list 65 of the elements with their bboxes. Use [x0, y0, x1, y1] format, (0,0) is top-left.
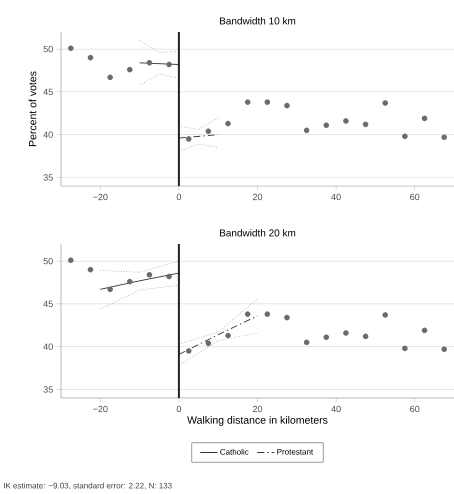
y-tick-label: 35: [43, 174, 53, 181]
point: [68, 257, 74, 264]
point: [422, 116, 428, 122]
point: [126, 278, 132, 284]
point: [362, 334, 368, 340]
point: [186, 348, 192, 354]
point: [284, 102, 290, 108]
point: [402, 134, 408, 140]
y-tick-label: 40: [43, 131, 53, 138]
point: [244, 311, 250, 317]
x-tick-label: 0: [176, 406, 181, 412]
point: [382, 312, 388, 318]
point: [343, 118, 349, 124]
y-tick-label: 45: [43, 88, 53, 96]
y-tick-label: 50: [43, 46, 53, 52]
x-tick-label: 60: [410, 406, 420, 412]
x-tick-label: 0: [176, 194, 181, 200]
y-tick-label: 50: [43, 258, 53, 264]
point: [146, 60, 152, 66]
point: [323, 334, 329, 340]
chart-title: Bandwidth 20 km: [220, 229, 296, 236]
y-tick-label: 35: [43, 386, 53, 393]
point: [126, 66, 132, 72]
chart-title: Bandwidth 10 km: [220, 17, 296, 24]
point: [225, 120, 231, 126]
point: [422, 328, 428, 334]
legend-label: Protestant: [277, 449, 314, 455]
point: [166, 62, 172, 68]
point: [441, 134, 447, 140]
point: [107, 74, 113, 80]
point: [343, 330, 349, 336]
point: [205, 128, 212, 134]
point: [284, 314, 290, 320]
point: [323, 122, 329, 128]
point: [264, 99, 270, 105]
point: [362, 122, 368, 128]
point: [304, 340, 310, 346]
point: [225, 332, 231, 338]
legend-label: Catholic: [220, 448, 248, 455]
point: [382, 100, 388, 106]
point: [88, 54, 94, 60]
x-tick-label: 20: [252, 194, 262, 200]
point: [107, 286, 113, 292]
point: [166, 274, 172, 280]
text: IK estimate: −9.03, standard error: 2.22, N: 133: [4, 482, 172, 490]
x-tick-label: 40: [331, 194, 341, 200]
y-tick-label: 45: [43, 300, 53, 308]
point: [68, 45, 74, 52]
x-tick-label: 20: [252, 406, 262, 412]
y-tick-label: 40: [43, 343, 53, 350]
x-tick-label: 60: [410, 194, 420, 200]
x-tick-label: 40: [331, 406, 341, 412]
point: [146, 272, 152, 278]
x-axis-title: Walking distance in kilometers: [187, 416, 328, 426]
x-tick-label: −20: [93, 406, 108, 412]
x-tick-label: −20: [93, 194, 108, 200]
point: [402, 346, 408, 352]
point: [205, 340, 212, 346]
y-axis-title: Percent of votes: [28, 71, 36, 146]
point: [441, 346, 447, 352]
point: [304, 128, 310, 134]
point: [264, 311, 270, 317]
point: [88, 266, 94, 272]
point: [244, 99, 250, 105]
point: [186, 136, 192, 142]
